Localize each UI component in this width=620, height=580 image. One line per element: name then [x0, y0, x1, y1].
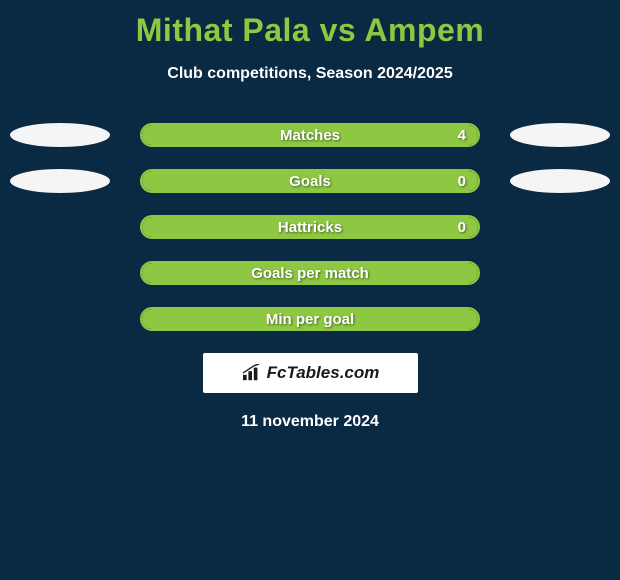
date-text: 11 november 2024	[0, 413, 620, 431]
logo-text: FcTables.com	[267, 363, 380, 383]
stat-row-min-per-goal: Min per goal	[0, 307, 620, 331]
stat-bar: Min per goal	[140, 307, 480, 331]
stat-label: Goals per match	[251, 265, 369, 282]
stat-label: Matches	[280, 127, 340, 144]
stat-bar: Hattricks 0	[140, 215, 480, 239]
subtitle: Club competitions, Season 2024/2025	[0, 65, 620, 83]
stat-bar: Goals per match	[140, 261, 480, 285]
stat-value: 0	[458, 173, 466, 190]
stat-row-matches: Matches 4	[0, 123, 620, 147]
stat-row-goals-per-match: Goals per match	[0, 261, 620, 285]
logo-box: FcTables.com	[203, 353, 418, 393]
stat-value: 4	[458, 127, 466, 144]
page-title: Mithat Pala vs Ampem	[0, 0, 620, 49]
pill-right-icon	[510, 123, 610, 147]
pill-left-icon	[10, 123, 110, 147]
stat-bar: Matches 4	[140, 123, 480, 147]
stat-row-hattricks: Hattricks 0	[0, 215, 620, 239]
pill-left-icon	[10, 169, 110, 193]
stat-value: 0	[458, 219, 466, 236]
stats-area: Matches 4 Goals 0 Hattricks 0	[0, 123, 620, 331]
chart-icon	[241, 364, 263, 382]
stat-label: Min per goal	[266, 311, 354, 328]
stat-label: Hattricks	[278, 219, 342, 236]
comparison-infographic: Mithat Pala vs Ampem Club competitions, …	[0, 0, 620, 580]
stat-label: Goals	[289, 173, 331, 190]
stat-bar: Goals 0	[140, 169, 480, 193]
pill-right-icon	[510, 169, 610, 193]
stat-row-goals: Goals 0	[0, 169, 620, 193]
logo-content: FcTables.com	[241, 363, 380, 383]
